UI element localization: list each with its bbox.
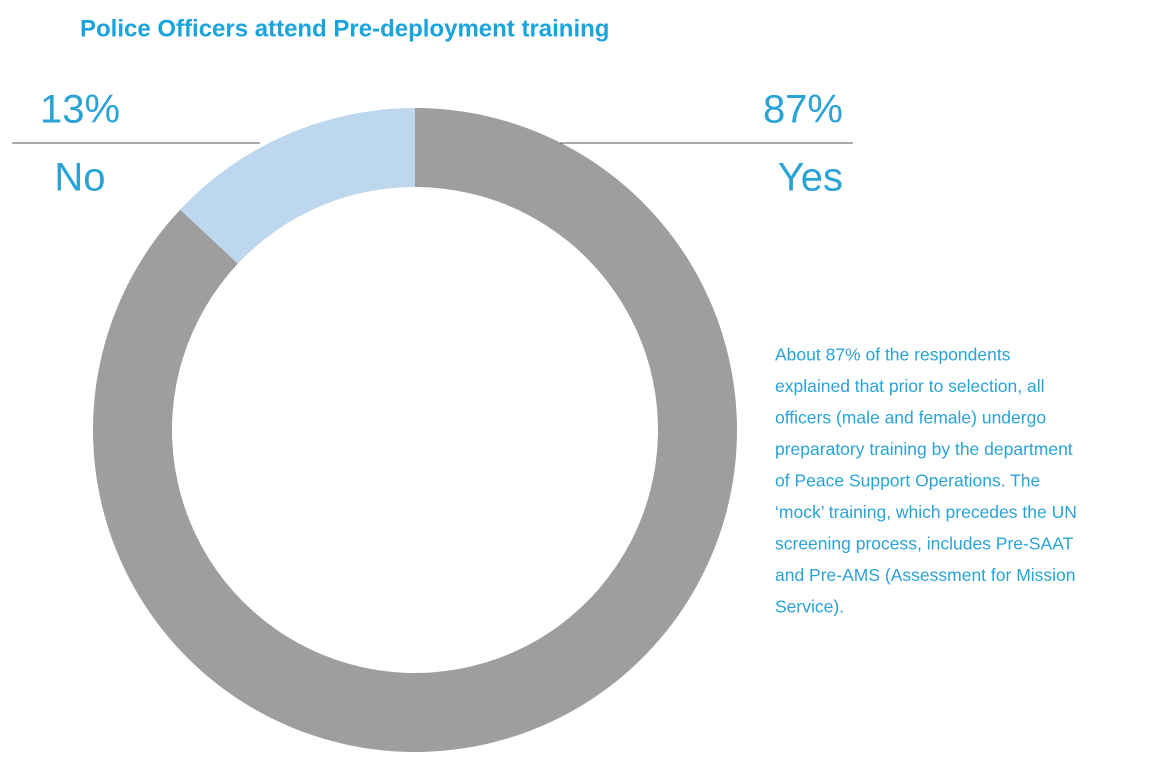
annotation-line: ‘mock’ training, which precedes the UN — [775, 502, 1077, 522]
annotation-line: screening process, includes Pre-SAAT — [775, 534, 1074, 554]
annotation-line: preparatory training by the department — [775, 439, 1073, 459]
category-label: Yes — [778, 156, 843, 200]
annotation-line: of Peace Support Operations. The — [775, 471, 1040, 491]
annotation-line: About 87% of the respondents — [775, 345, 1011, 365]
value-label: 13% — [40, 88, 120, 132]
value-label: 87% — [763, 88, 843, 132]
category-label: No — [54, 156, 105, 200]
annotation-line: officers (male and female) undergo — [775, 408, 1046, 428]
annotation-line: explained that prior to selection, all — [775, 376, 1044, 396]
annotation-line: and Pre-AMS (Assessment for Mission — [775, 565, 1076, 585]
pie-slice — [180, 107, 415, 264]
annotation-line: Service). — [775, 597, 844, 617]
chart-title: Police Officers attend Pre-deployment tr… — [80, 15, 609, 42]
